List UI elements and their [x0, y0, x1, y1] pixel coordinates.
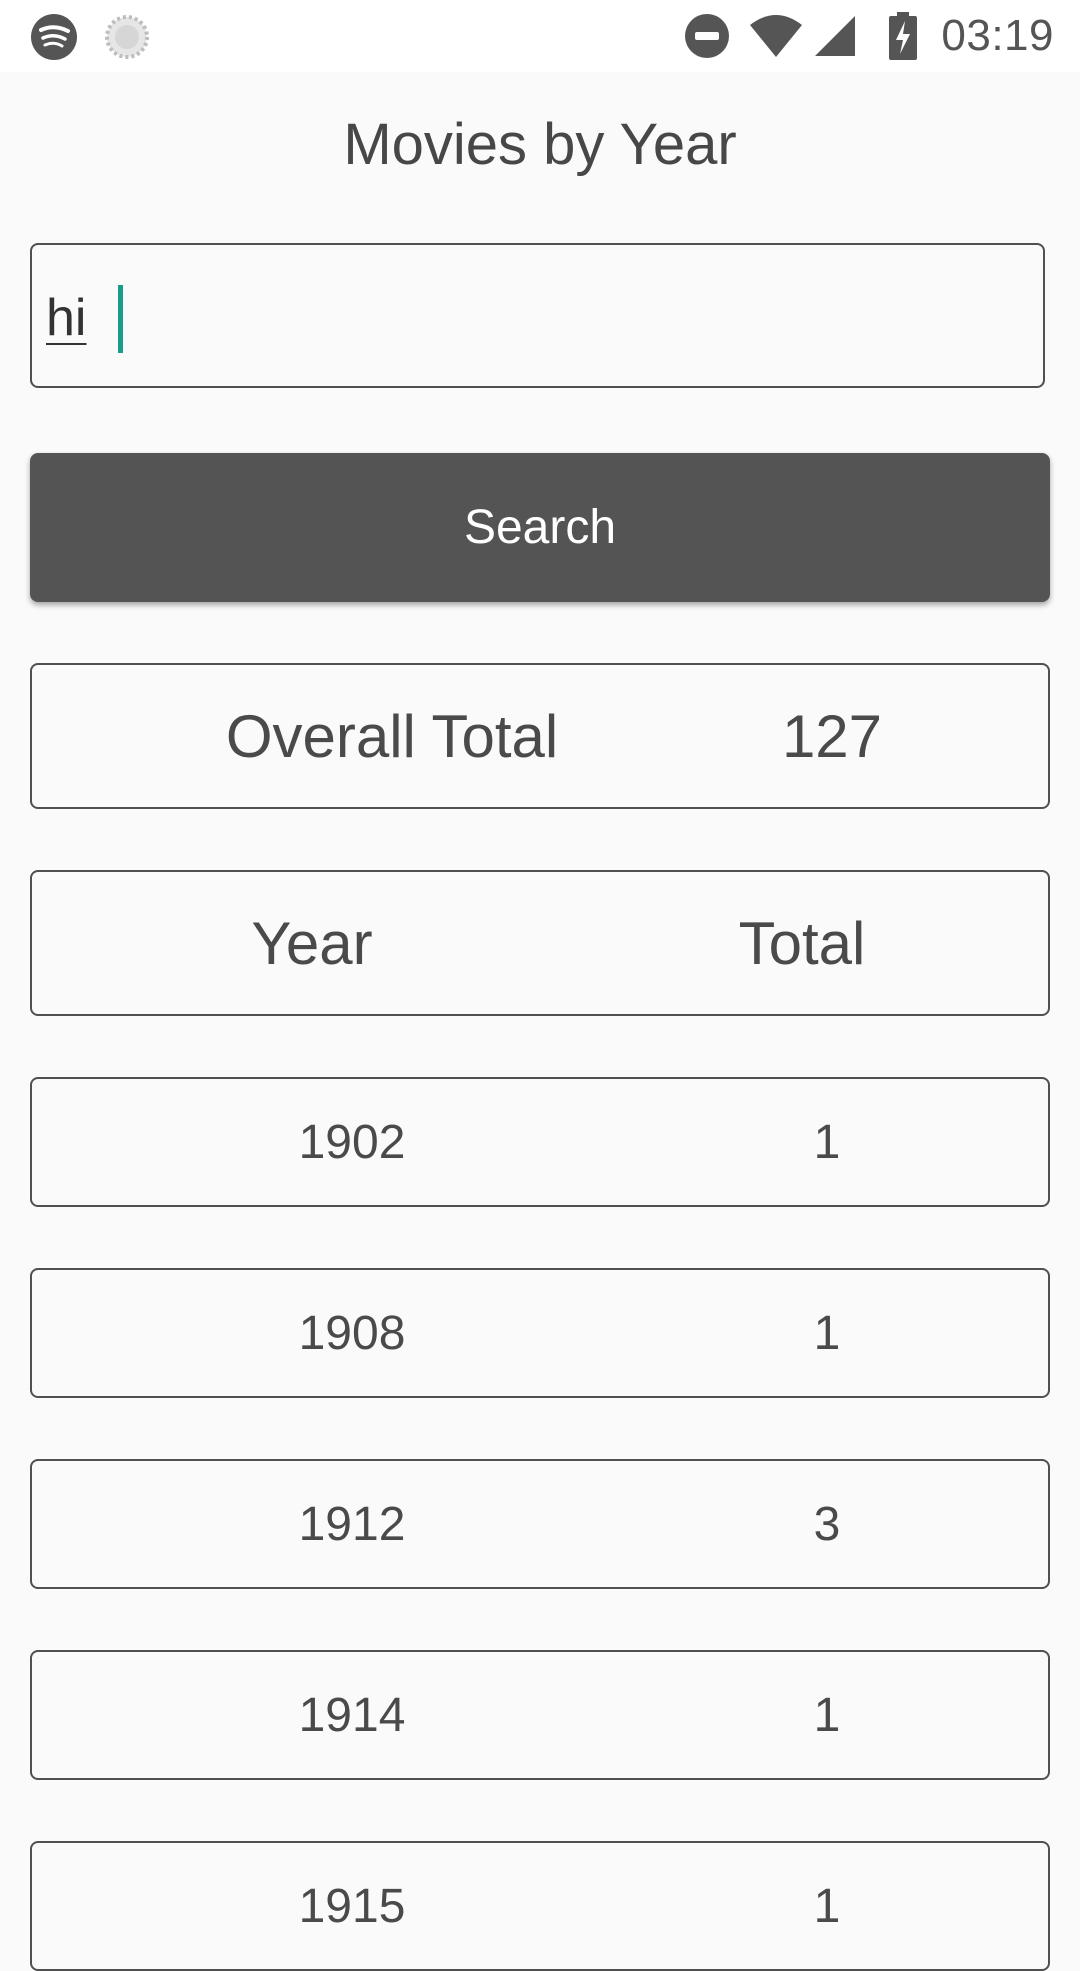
- row-total: 3: [813, 1497, 841, 1551]
- overall-total-row: Overall Total 127: [30, 663, 1050, 809]
- wifi-icon: [750, 15, 802, 57]
- search-input-value: hi: [46, 289, 87, 347]
- row-year: 1908: [298, 1306, 406, 1360]
- search-input[interactable]: hi: [30, 243, 1045, 388]
- overall-total-label: Overall Total: [225, 702, 559, 770]
- page-title: Movies by Year: [343, 112, 737, 177]
- row-total: 1: [813, 1306, 841, 1360]
- row-year: 1912: [298, 1497, 406, 1551]
- status-time: 03:19: [941, 11, 1054, 60]
- row-total: 1: [813, 1879, 841, 1933]
- table-header: Year Total: [30, 870, 1050, 1016]
- status-bar: 03:19: [0, 0, 1080, 72]
- battery-charging-icon: [889, 12, 917, 60]
- do-not-disturb-icon: [685, 14, 729, 58]
- loading-icon: [105, 15, 149, 59]
- overall-total-value: 127: [781, 702, 883, 770]
- row-total: 1: [813, 1688, 841, 1742]
- table-row[interactable]: 1908 1: [30, 1268, 1050, 1398]
- row-year: 1914: [298, 1688, 406, 1742]
- row-total: 1: [813, 1115, 841, 1169]
- signal-icon: [815, 16, 855, 56]
- spotify-icon: [31, 14, 77, 60]
- header-year: Year: [251, 909, 373, 977]
- text-cursor: [118, 285, 123, 353]
- row-year: 1902: [298, 1115, 406, 1169]
- row-year: 1915: [298, 1879, 406, 1933]
- search-button[interactable]: Search: [30, 453, 1050, 602]
- header-total: Total: [738, 909, 866, 977]
- table-row[interactable]: 1912 3: [30, 1459, 1050, 1589]
- table-row[interactable]: 1915 1: [30, 1841, 1050, 1971]
- table-row[interactable]: 1914 1: [30, 1650, 1050, 1780]
- table-row[interactable]: 1902 1: [30, 1077, 1050, 1207]
